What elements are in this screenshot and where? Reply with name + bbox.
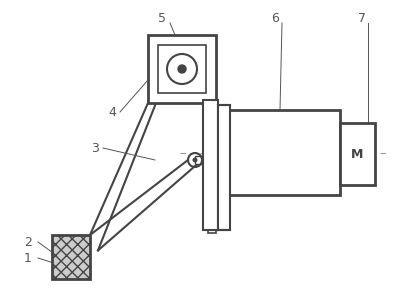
Bar xyxy=(158,45,206,93)
Bar xyxy=(340,123,375,185)
Text: 2: 2 xyxy=(24,235,32,249)
Bar xyxy=(52,235,90,279)
Text: 1: 1 xyxy=(24,252,32,265)
Text: 6: 6 xyxy=(271,11,279,24)
Circle shape xyxy=(178,65,186,73)
Text: 4: 4 xyxy=(108,105,116,119)
Bar xyxy=(195,156,208,164)
Bar xyxy=(148,35,216,103)
Circle shape xyxy=(192,157,198,163)
Bar xyxy=(228,110,340,195)
Text: M: M xyxy=(351,147,364,160)
Bar xyxy=(208,103,216,233)
Text: 7: 7 xyxy=(358,11,366,24)
Bar xyxy=(203,100,218,230)
Text: 3: 3 xyxy=(91,141,99,154)
Text: 5: 5 xyxy=(158,11,166,24)
Bar xyxy=(218,105,230,230)
